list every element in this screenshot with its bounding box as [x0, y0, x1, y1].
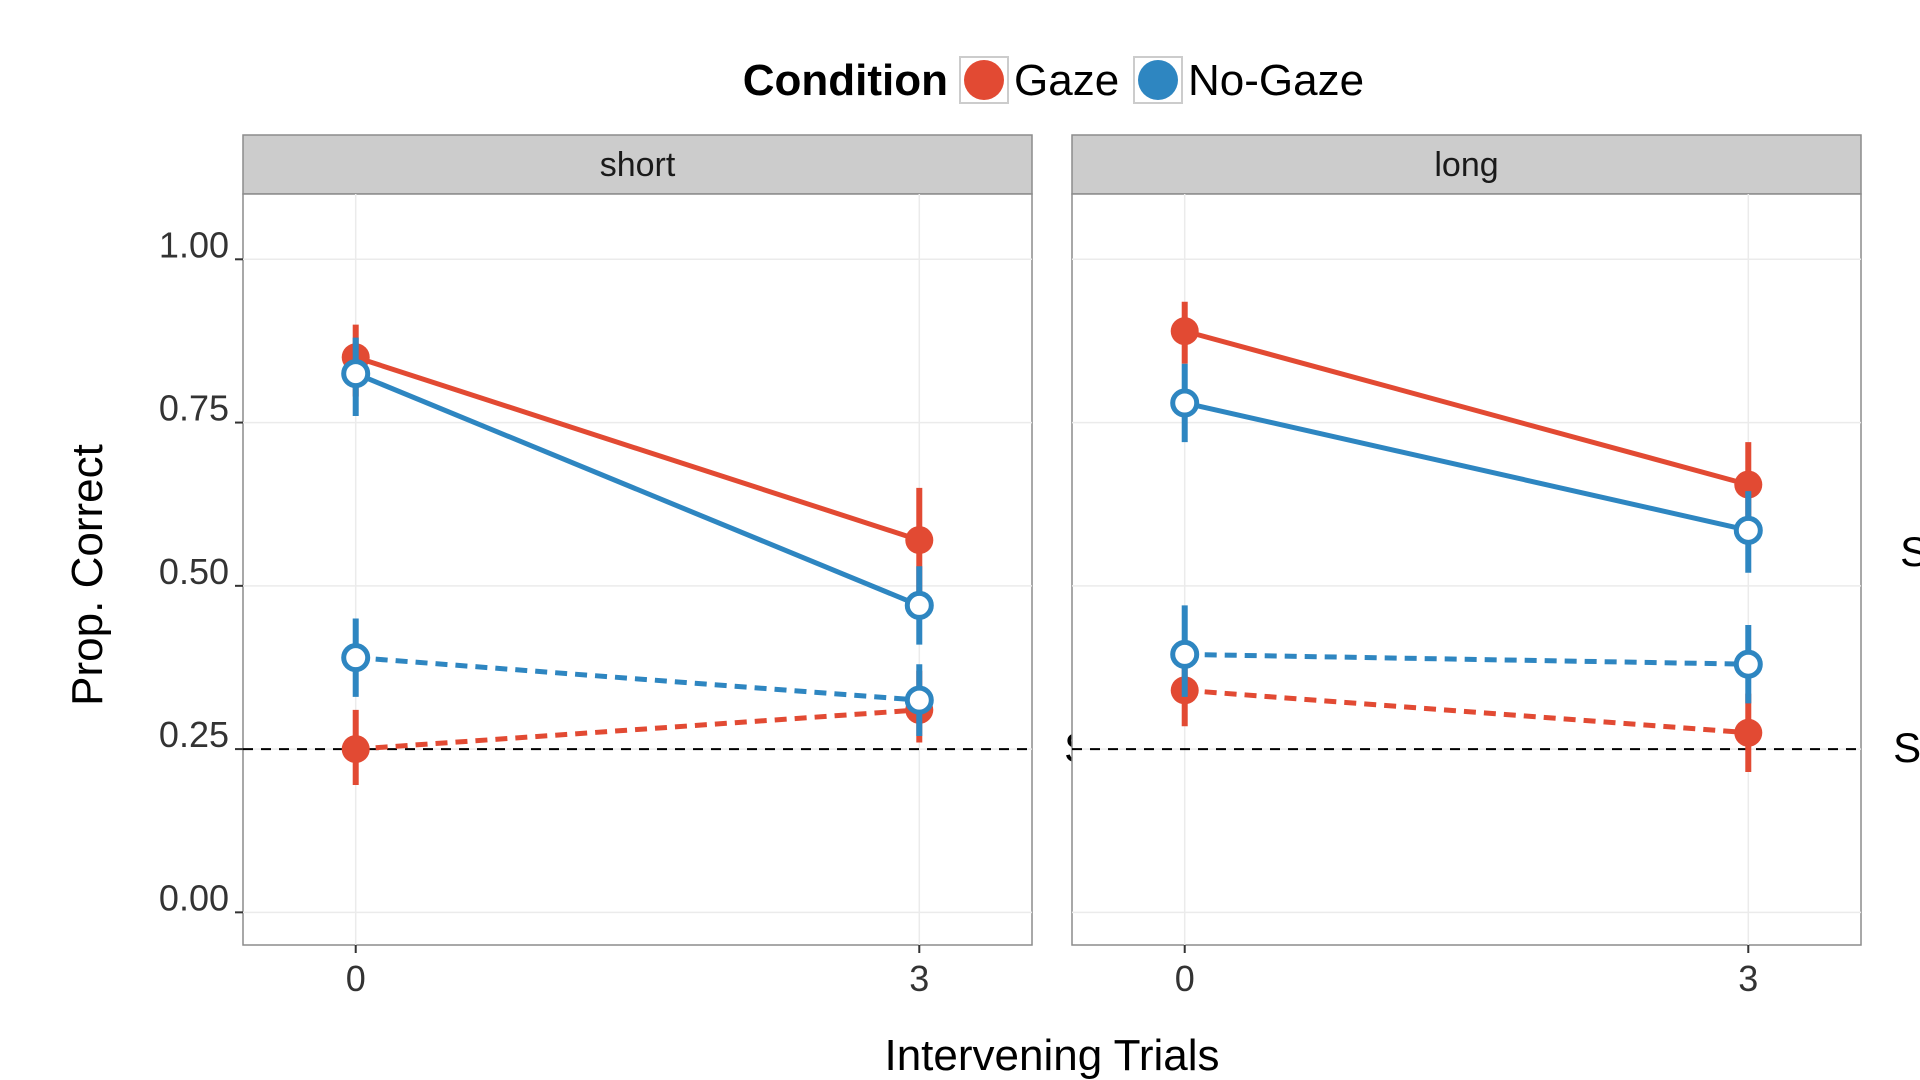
legend-title: Condition — [743, 56, 948, 105]
facet-strip — [242, 134, 1033, 195]
y-tick-label: 1.00 — [159, 224, 229, 265]
annotation-switch: Switch — [1893, 724, 1920, 771]
legend-key-gaze — [964, 60, 1004, 100]
series-line-gaze-switch — [1184, 687, 1749, 736]
facet-panel-short: shortSameSwitch — [242, 134, 1188, 946]
series-line-gaze-same — [1184, 328, 1749, 488]
panel-background — [1071, 193, 1862, 946]
data-point — [904, 685, 934, 715]
series-line-no-gaze-switch — [1184, 651, 1749, 667]
series-line-no-gaze-switch — [355, 655, 920, 703]
data-point — [1734, 718, 1763, 747]
x-tick-label: 3 — [909, 958, 929, 999]
series-line-no-gaze-same — [354, 371, 921, 608]
y-tick-label: 0.25 — [159, 714, 229, 755]
annotation-same: Same — [1900, 528, 1920, 575]
data-point — [1170, 388, 1200, 418]
data-point — [904, 590, 934, 620]
y-axis-label: Prop. Correct — [63, 444, 112, 706]
series-line-gaze-switch — [355, 707, 920, 752]
facet-strip-label: short — [600, 146, 676, 184]
y-tick-label: 0.50 — [159, 551, 229, 592]
facet-strip — [1071, 134, 1862, 195]
series-line-no-gaze-same — [1184, 400, 1749, 533]
data-point — [1733, 515, 1763, 545]
y-tick-label: 0.75 — [159, 388, 229, 429]
x-tick-label: 0 — [346, 958, 366, 999]
x-tick-label: 0 — [1175, 958, 1195, 999]
data-point — [341, 359, 371, 389]
data-point — [341, 643, 371, 673]
facet-strip-label: long — [1434, 146, 1498, 184]
facet-panels: shortSameSwitch long Same Switch — [242, 134, 1920, 946]
data-point — [1734, 470, 1763, 499]
data-point — [341, 735, 370, 764]
legend-label-no-gaze: No-Gaze — [1188, 56, 1364, 105]
x-axis: 0 3 0 3 — [346, 945, 1758, 999]
panel-background — [242, 193, 1033, 946]
y-axis: 0.00 0.25 0.50 0.75 1.00 — [159, 224, 243, 918]
legend-label-gaze: Gaze — [1014, 56, 1119, 105]
data-point — [1170, 317, 1199, 346]
legend-key-no-gaze — [1138, 60, 1178, 100]
facet-panel-long: long Same Switch — [1071, 134, 1920, 946]
legend: Condition Gaze No-Gaze — [743, 56, 1364, 105]
series-line-gaze-same — [354, 354, 921, 543]
x-axis-label: Intervening Trials — [884, 1031, 1219, 1080]
data-point — [1170, 639, 1200, 669]
data-point — [1733, 649, 1763, 679]
y-tick-label: 0.00 — [159, 877, 229, 918]
x-tick-label: 3 — [1738, 958, 1758, 999]
data-point — [905, 526, 934, 555]
